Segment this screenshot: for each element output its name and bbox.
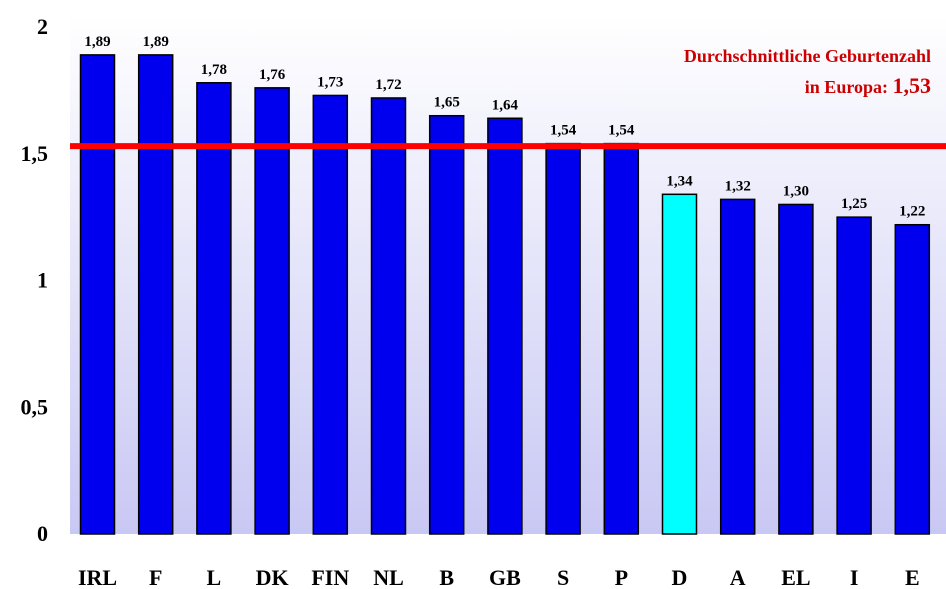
reference-annotation-prefix: in Europa: (805, 77, 893, 97)
x-tick-label: B (439, 565, 454, 589)
x-tick-label: S (557, 565, 569, 589)
x-tick-label: DK (256, 565, 289, 589)
reference-annotation-line1: Durchschnittliche Geburtenzahl (684, 46, 931, 66)
bar (836, 216, 872, 535)
value-labels: 1,89 1,89 1,78 1,76 1,73 1,72 1,65 1,64 1,54 1,54… (84, 34, 925, 220)
bar-value-label: 1,30 (783, 183, 809, 199)
bar-value-label: 1,73 (317, 74, 343, 90)
bar-value-label: 1,89 (84, 34, 110, 50)
reference-annotation-line2: in Europa: 1,53 (805, 73, 931, 98)
bar-value-label: 1,34 (666, 173, 693, 189)
y-tick-label: 1,5 (21, 141, 49, 166)
y-tick-label: 1 (37, 268, 48, 293)
bar-value-label: 1,54 (608, 123, 635, 139)
reference-annotation-value: 1,53 (893, 73, 932, 98)
bar (370, 97, 407, 535)
bar (137, 54, 174, 535)
bar (79, 54, 116, 535)
bar-value-label: 1,54 (550, 123, 577, 139)
bar (428, 114, 465, 535)
bar-value-label: 1,22 (899, 204, 925, 220)
bar-value-label: 1,65 (434, 95, 460, 111)
x-axis: IRL F L DK FIN NL B GB S P D A EL I E (78, 565, 920, 589)
x-tick-label: IRL (78, 565, 117, 589)
x-tick-label: NL (373, 565, 404, 589)
x-tick-label: L (207, 565, 222, 589)
bar (545, 142, 581, 535)
bar-value-label: 1,64 (492, 97, 519, 113)
x-tick-label: FIN (311, 565, 349, 589)
x-tick-label: F (149, 565, 162, 589)
bar-value-label: 1,89 (143, 34, 169, 50)
bar (778, 203, 814, 535)
y-tick-label: 2 (37, 14, 48, 39)
bar (312, 94, 349, 535)
y-tick-label: 0 (37, 521, 48, 546)
x-tick-label: GB (489, 565, 521, 589)
x-tick-label: A (730, 565, 746, 589)
x-tick-label: D (672, 565, 688, 589)
x-tick-label: P (615, 565, 628, 589)
y-axis: 0 0,5 1 1,5 2 (21, 14, 49, 546)
bar (487, 117, 523, 535)
y-tick-label: 0,5 (21, 394, 49, 419)
x-tick-label: E (905, 565, 920, 589)
x-tick-label: EL (781, 565, 810, 589)
bar-value-label: 1,76 (259, 67, 286, 83)
bar (719, 198, 756, 535)
bar (254, 87, 290, 535)
bar (196, 82, 232, 535)
bar (603, 142, 640, 535)
bar-value-label: 1,32 (725, 178, 751, 194)
bar (894, 223, 931, 535)
bar-value-label: 1,25 (841, 196, 867, 212)
bar (661, 193, 698, 535)
bars (79, 54, 931, 535)
bar-value-label: 1,72 (375, 77, 401, 93)
bar-value-label: 1,78 (201, 62, 227, 78)
x-tick-label: I (850, 565, 859, 589)
